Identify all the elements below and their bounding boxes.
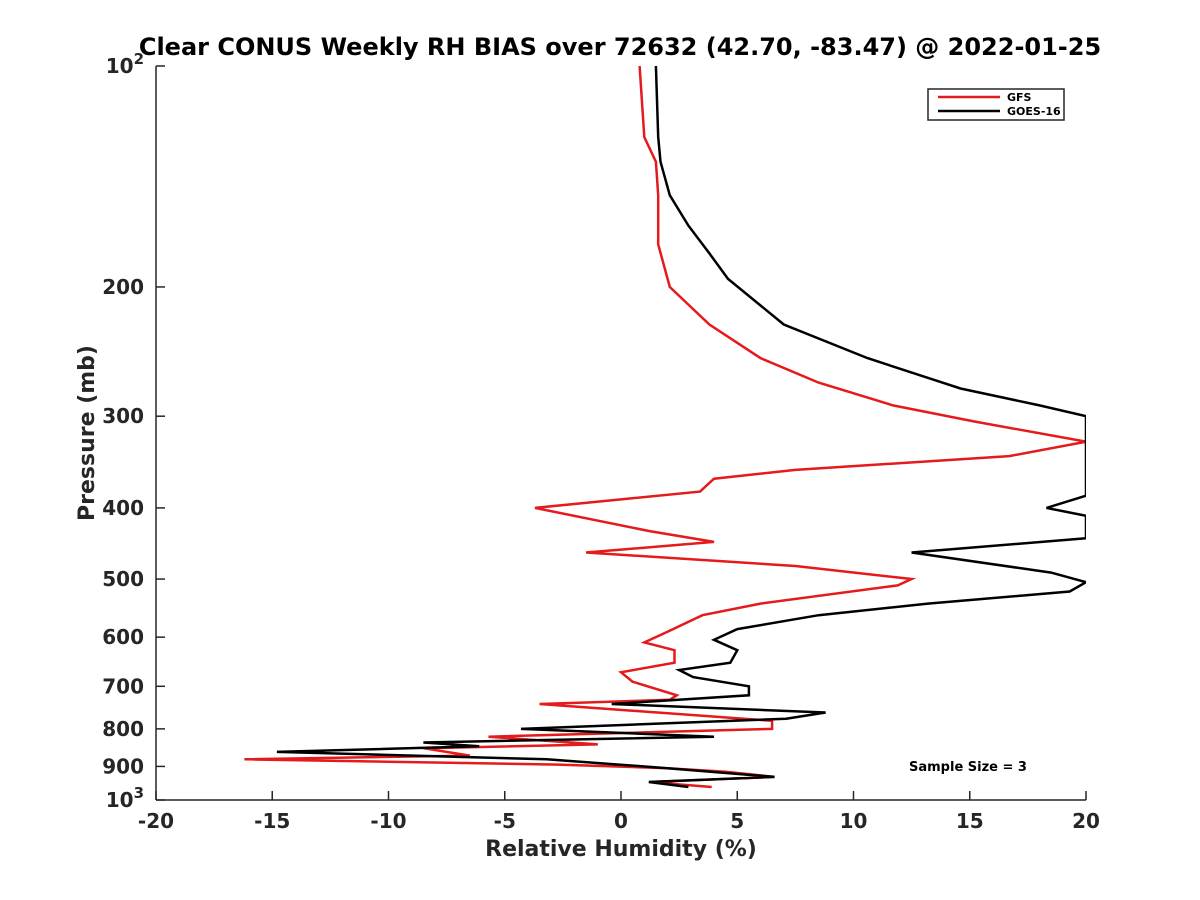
x-tick-label: -5	[494, 809, 516, 833]
y-tick-label: 600	[102, 625, 144, 649]
series-layer	[244, 66, 1086, 789]
y-tick-label: 700	[102, 674, 144, 698]
y-tick-label: 400	[102, 496, 144, 520]
x-axis-ticks: -20 -15 -10 -5 0 5 10 15 20	[138, 791, 1100, 833]
y-tick-label: 900	[102, 754, 144, 778]
x-tick-label: 15	[956, 809, 984, 833]
x-tick-label: 10	[840, 809, 868, 833]
x-axis-label: Relative Humidity (%)	[485, 837, 757, 862]
legend-label-gfs: GFS	[1007, 91, 1032, 104]
series-line-gfs	[244, 66, 1086, 789]
y-axis-label: Pressure (mb)	[75, 345, 100, 521]
x-tick-label: 20	[1072, 809, 1100, 833]
y-tick-label-power: 102	[106, 50, 144, 78]
y-tick-label: 500	[102, 567, 144, 591]
legend-box	[927, 88, 1065, 121]
y-tick-label: 300	[102, 404, 144, 428]
series-line-goes16	[276, 66, 1086, 789]
x-tick-label: -20	[138, 809, 174, 833]
x-tick-label: 0	[614, 809, 628, 833]
x-tick-label: -10	[370, 809, 406, 833]
legend: GFS GOES-16	[927, 88, 1065, 121]
x-tick-label: 5	[730, 809, 744, 833]
y-tick-label: 800	[102, 717, 144, 741]
legend-label-goes16: GOES-16	[1007, 105, 1061, 118]
chart-title: Clear CONUS Weekly RH BIAS over 72632 (4…	[139, 33, 1101, 61]
sample-size-annotation: Sample Size = 3	[909, 760, 1027, 775]
y-tick-label-power: 103	[106, 784, 144, 812]
y-axis-ticks: 200 300 400 500 600 700 800 900 102 103	[102, 50, 165, 812]
x-tick-label: -15	[254, 809, 290, 833]
y-tick-label: 200	[102, 275, 144, 299]
